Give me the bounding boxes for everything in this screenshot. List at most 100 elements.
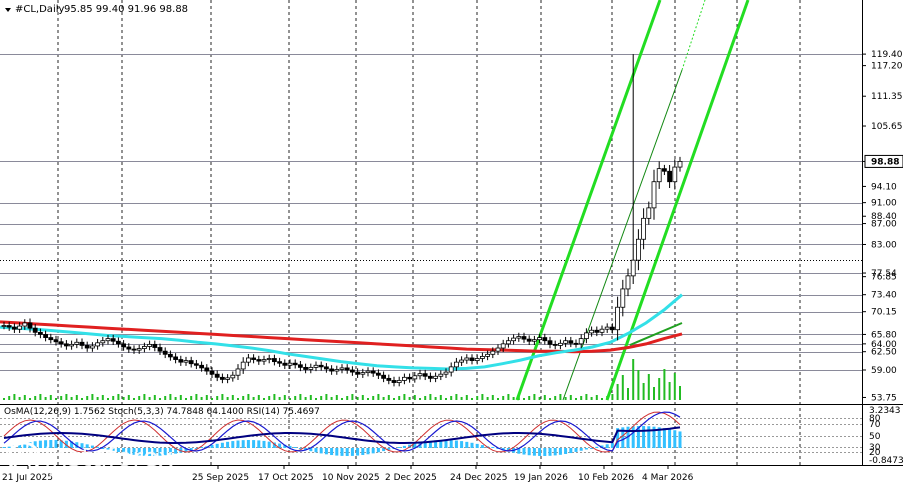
osma-bar-32: [168, 448, 172, 455]
osma-bar-84: [439, 440, 443, 448]
candle-body-45: [235, 368, 241, 376]
osma-bar-74: [387, 448, 391, 450]
candle-body-12: [64, 343, 69, 347]
candle-body-95: [495, 347, 501, 352]
osma-bar-58: [304, 448, 308, 450]
osma-bar-78: [408, 444, 412, 448]
osma-bar-16: [85, 444, 89, 448]
candle-body-61: [318, 364, 324, 368]
candle-body-124: [646, 207, 652, 219]
candle-body-115: [599, 328, 605, 333]
osc-level-label-1: 80: [869, 414, 881, 424]
candle-body-31: [162, 350, 168, 355]
candle-body-104: [542, 337, 548, 342]
price-label-98.88: 98.88: [871, 157, 899, 167]
candle-body-15: [79, 341, 85, 346]
candle-body-71: [370, 370, 376, 374]
candle-body-48: [251, 357, 257, 360]
osma-bar-23: [122, 448, 126, 454]
candle-body-125: [651, 181, 657, 209]
channel-dotted-line-0[interactable]: [681, 0, 706, 71]
symbol-label: #CL,Daily: [15, 4, 64, 15]
osma-bar-83: [434, 440, 438, 448]
osma-bar-42: [220, 442, 224, 448]
candle-body-109: [568, 340, 574, 344]
candle-body-14: [74, 341, 80, 345]
channel-inner-line-0[interactable]: [562, 69, 683, 401]
candle-body-128: [667, 170, 672, 183]
osma-bar-81: [423, 441, 427, 448]
candle-body-3: [17, 325, 23, 330]
candle-body-101: [526, 338, 532, 342]
candle-body-122: [636, 238, 641, 261]
price-label-62.50: 62.50: [871, 348, 897, 358]
candle-body-36: [188, 360, 194, 365]
dropdown-triangle-icon[interactable]: [5, 8, 11, 12]
oscillator-header: OsMA(12,26,9) 1.7562 Stoch(5,3,3) 74.784…: [4, 407, 320, 417]
candle-body-24: [126, 346, 132, 350]
time-label-5: 24 Dec 2025: [450, 473, 508, 483]
candle-body-11: [58, 341, 64, 345]
time-label-7: 10 Feb 2026: [578, 473, 634, 483]
stoch-main-line: [3, 411, 681, 452]
osc-level-label-2: 70: [869, 420, 881, 430]
osma-bar-88: [460, 441, 464, 448]
candle-body-92: [479, 356, 485, 359]
osma-bar-0: [2, 447, 6, 448]
candle-body-86: [448, 366, 454, 373]
candle-body-78: [407, 376, 413, 380]
instaforex-watermark: instaforex Instant Forex Trading: [7, 441, 173, 481]
price-label-76.85: 76.85: [871, 273, 897, 283]
candle-body-56: [292, 362, 298, 366]
osma-bar-44: [231, 441, 235, 448]
candle-body-69: [360, 372, 366, 375]
time-label-2: 17 Oct 2025: [258, 473, 314, 483]
candle-body-21: [110, 338, 116, 342]
osma-bar-76: [397, 447, 401, 448]
candle-body-28: [147, 343, 153, 347]
channel-outer-line-0[interactable]: [515, 0, 662, 401]
osma-bar-8: [44, 440, 48, 448]
osma-bar-77: [402, 445, 406, 448]
candle-body-9: [48, 337, 54, 341]
time-label-4: 2 Dec 2025: [385, 473, 437, 483]
candle-body-42: [219, 376, 225, 380]
time-label-8: 4 Mar 2026: [642, 473, 694, 483]
osma-bar-15: [80, 443, 84, 448]
osma-bar-54: [283, 444, 287, 448]
candle-body-63: [329, 368, 335, 372]
osma-bar-41: [215, 443, 219, 448]
price-label-105.65: 105.65: [871, 122, 903, 132]
osma-bar-14: [75, 442, 79, 448]
candle-body-16: [84, 345, 90, 349]
candle-body-89: [464, 357, 470, 361]
time-label-3: 10 Nov 2025: [322, 473, 380, 483]
candle-body-1: [6, 325, 12, 328]
candle-body-0: [1, 325, 7, 327]
price-label-70.15: 70.15: [871, 308, 897, 318]
osma-bar-129: [673, 430, 677, 448]
candle-body-64: [334, 369, 340, 372]
price-label-94.10: 94.10: [871, 182, 897, 192]
candle-body-25: [131, 348, 137, 351]
candle-body-121: [630, 259, 636, 277]
candle-body-116: [604, 326, 610, 330]
osma-bar-59: [309, 448, 313, 452]
osma-bar-28: [148, 448, 152, 456]
time-axis: 21 Jul 2025 25 Sep 2025 17 Oct 2025 10 Nov …: [0, 465, 903, 483]
price-label-53.75: 53.75: [871, 393, 897, 403]
watermark-tagline: Instant Forex Trading: [46, 468, 162, 481]
osma-bar-43: [226, 441, 230, 448]
osma-bar-62: [324, 448, 328, 455]
candle-body-123: [641, 217, 646, 240]
candle-body-85: [443, 371, 449, 375]
osc-level-label-3: 50: [869, 432, 881, 442]
osma-bar-89: [465, 441, 469, 448]
current-price-box: [864, 154, 903, 168]
osma-bar-122: [636, 426, 640, 448]
stoch-signal-line: [3, 411, 681, 453]
